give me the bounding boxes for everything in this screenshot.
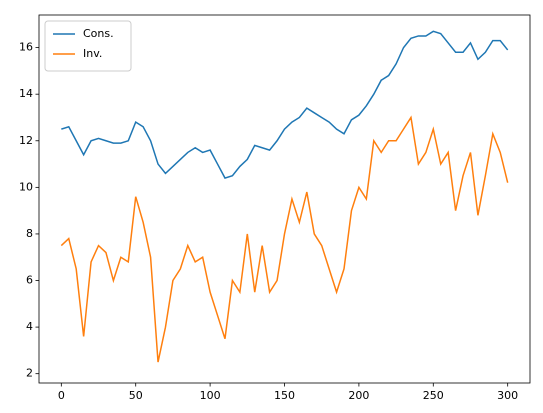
x-tick-label: 150 (274, 389, 295, 402)
series-line (60, 115, 509, 363)
y-tick-label: 4 (26, 320, 33, 333)
y-tick-label: 8 (26, 227, 33, 240)
x-tick-label: 300 (497, 389, 518, 402)
series-line (61, 30, 509, 179)
y-tick-label: 16 (19, 41, 33, 54)
y-tick-label: 6 (26, 274, 33, 287)
y-tick-label: 10 (19, 180, 33, 193)
x-tick-label: 200 (348, 389, 369, 402)
x-tick-label: 0 (58, 389, 65, 402)
legend-label: Inv. (83, 47, 102, 60)
x-tick-label: 50 (129, 389, 143, 402)
legend-label: Cons. (83, 27, 114, 40)
y-tick-label: 14 (19, 87, 33, 100)
y-tick-label: 2 (26, 367, 33, 380)
x-tick-label: 100 (200, 389, 221, 402)
y-tick-label: 12 (19, 134, 33, 147)
x-tick-label: 250 (423, 389, 444, 402)
